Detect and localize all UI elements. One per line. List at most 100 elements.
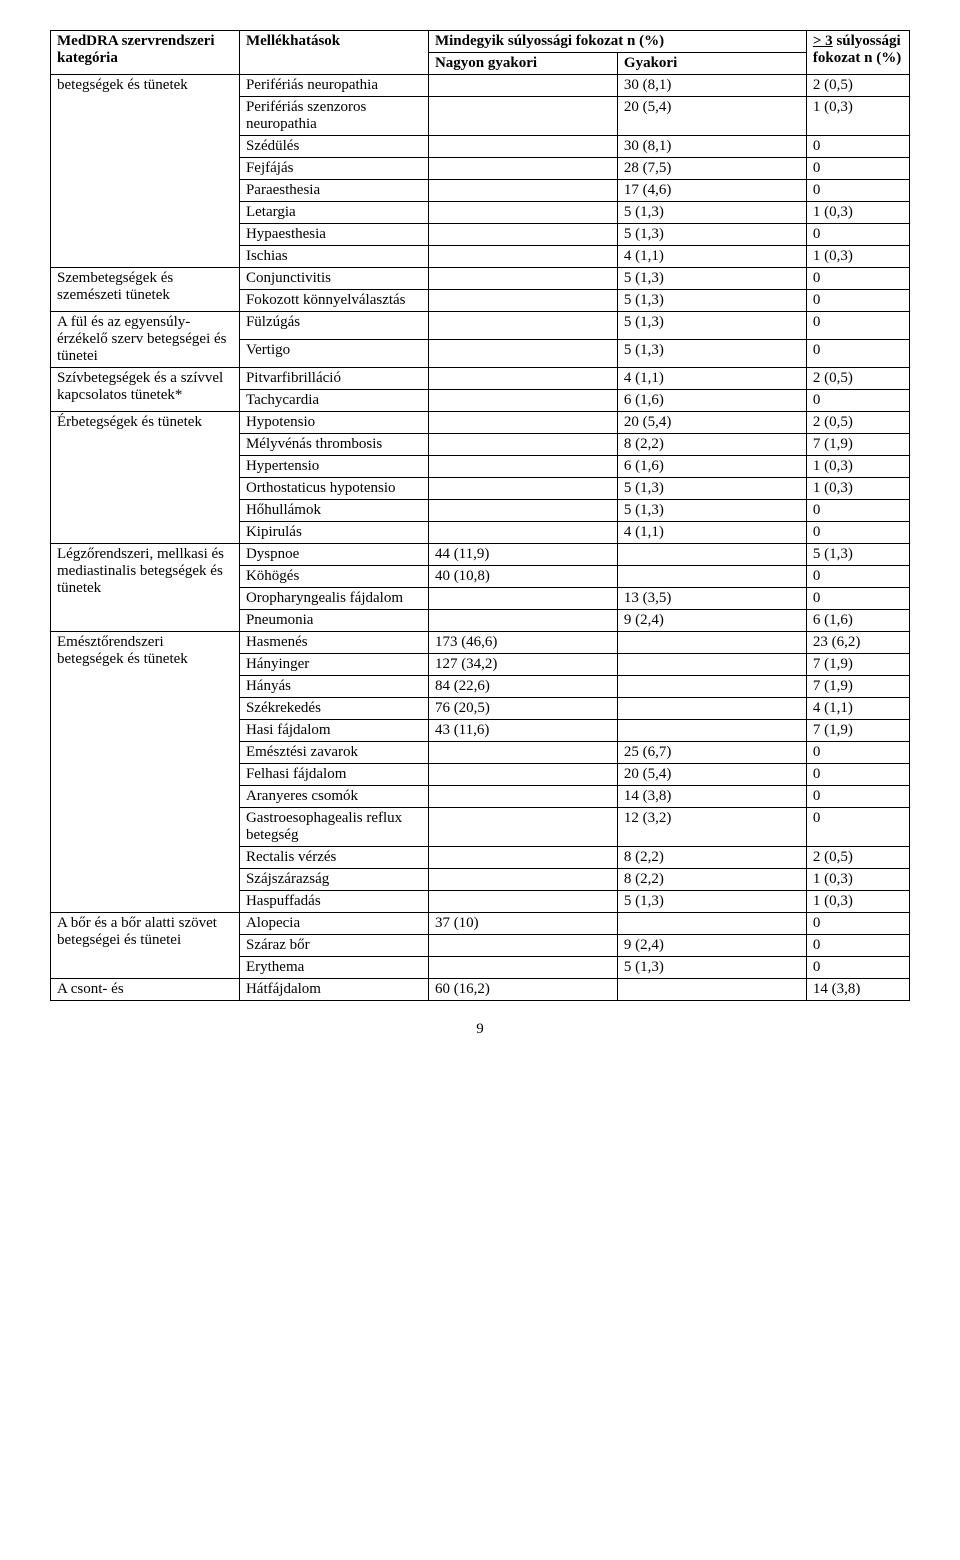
page-number: 9 <box>50 1021 910 1038</box>
very-frequent-cell: 76 (20,5) <box>428 698 617 720</box>
very-frequent-cell <box>428 478 617 500</box>
frequent-cell <box>617 566 806 588</box>
severity-cell: 1 (0,3) <box>806 478 909 500</box>
very-frequent-cell <box>428 847 617 869</box>
very-frequent-cell <box>428 869 617 891</box>
severity-cell: 0 <box>806 180 909 202</box>
effect-cell: Vertigo <box>239 340 428 368</box>
very-frequent-cell: 173 (46,6) <box>428 632 617 654</box>
severity-cell: 6 (1,6) <box>806 610 909 632</box>
effect-cell: Kipirulás <box>239 522 428 544</box>
very-frequent-cell <box>428 456 617 478</box>
very-frequent-cell <box>428 180 617 202</box>
effect-cell: Köhögés <box>239 566 428 588</box>
effect-cell: Aranyeres csomók <box>239 786 428 808</box>
very-frequent-cell <box>428 290 617 312</box>
effect-cell: Rectalis vérzés <box>239 847 428 869</box>
frequent-cell: 4 (1,1) <box>617 246 806 268</box>
very-frequent-cell: 84 (22,6) <box>428 676 617 698</box>
effect-cell: Székrekedés <box>239 698 428 720</box>
frequent-cell: 8 (2,2) <box>617 434 806 456</box>
frequent-cell: 25 (6,7) <box>617 742 806 764</box>
effect-cell: Szédülés <box>239 136 428 158</box>
table-row: Emésztőrendszeri betegségek és tünetekHa… <box>51 632 910 654</box>
effect-cell: Hasmenés <box>239 632 428 654</box>
frequent-cell: 30 (8,1) <box>617 136 806 158</box>
effect-cell: Hátfájdalom <box>239 979 428 1001</box>
effect-cell: Szájszárazság <box>239 869 428 891</box>
severity-cell: 0 <box>806 588 909 610</box>
frequent-cell: 5 (1,3) <box>617 224 806 246</box>
severity-cell: 0 <box>806 566 909 588</box>
frequent-cell: 13 (3,5) <box>617 588 806 610</box>
severity-cell: 4 (1,1) <box>806 698 909 720</box>
severity-cell: 0 <box>806 935 909 957</box>
frequent-cell: 20 (5,4) <box>617 97 806 136</box>
severity-cell: 7 (1,9) <box>806 434 909 456</box>
frequent-cell: 12 (3,2) <box>617 808 806 847</box>
frequent-cell: 5 (1,3) <box>617 268 806 290</box>
very-frequent-cell <box>428 202 617 224</box>
frequent-cell: 9 (2,4) <box>617 935 806 957</box>
effect-cell: Perifériás szenzoros neuropathia <box>239 97 428 136</box>
effect-cell: Paraesthesia <box>239 180 428 202</box>
table-row: betegségek és tünetekPerifériás neuropat… <box>51 75 910 97</box>
frequent-cell: 5 (1,3) <box>617 290 806 312</box>
very-frequent-cell <box>428 522 617 544</box>
very-frequent-cell <box>428 434 617 456</box>
severity-cell: 0 <box>806 913 909 935</box>
frequent-cell: 4 (1,1) <box>617 368 806 390</box>
header-severity: > 3 súlyossági fokozat n (%) <box>806 31 909 75</box>
very-frequent-cell <box>428 935 617 957</box>
frequent-cell <box>617 654 806 676</box>
header-category: MedDRA szervrendszeri kategória <box>51 31 240 75</box>
severity-cell: 7 (1,9) <box>806 720 909 742</box>
severity-cell: 0 <box>806 764 909 786</box>
very-frequent-cell: 44 (11,9) <box>428 544 617 566</box>
frequent-cell <box>617 979 806 1001</box>
very-frequent-cell <box>428 891 617 913</box>
frequent-cell: 5 (1,3) <box>617 891 806 913</box>
very-frequent-cell <box>428 158 617 180</box>
frequent-cell: 5 (1,3) <box>617 340 806 368</box>
header-all-grades: Mindegyik súlyossági fokozat n (%) <box>428 31 806 53</box>
effect-cell: Gastroesophagealis reflux betegség <box>239 808 428 847</box>
severity-cell: 1 (0,3) <box>806 869 909 891</box>
header-very-frequent: Nagyon gyakori <box>428 53 617 75</box>
severity-cell: 0 <box>806 957 909 979</box>
header-frequent: Gyakori <box>617 53 806 75</box>
frequent-cell <box>617 632 806 654</box>
frequent-cell: 6 (1,6) <box>617 390 806 412</box>
frequent-cell: 5 (1,3) <box>617 500 806 522</box>
category-cell: Szívbetegségek és a szívvel kapcsolatos … <box>51 368 240 412</box>
very-frequent-cell <box>428 808 617 847</box>
effect-cell: Hányinger <box>239 654 428 676</box>
effect-cell: Hasi fájdalom <box>239 720 428 742</box>
adverse-events-table: MedDRA szervrendszeri kategória Mellékha… <box>50 30 910 1001</box>
severity-cell: 0 <box>806 136 909 158</box>
severity-cell: 0 <box>806 158 909 180</box>
frequent-cell: 4 (1,1) <box>617 522 806 544</box>
effect-cell: Pitvarfibrilláció <box>239 368 428 390</box>
frequent-cell <box>617 698 806 720</box>
severity-cell: 1 (0,3) <box>806 891 909 913</box>
very-frequent-cell <box>428 742 617 764</box>
frequent-cell: 8 (2,2) <box>617 869 806 891</box>
very-frequent-cell <box>428 390 617 412</box>
very-frequent-cell <box>428 312 617 340</box>
severity-cell: 0 <box>806 268 909 290</box>
severity-cell: 23 (6,2) <box>806 632 909 654</box>
frequent-cell: 5 (1,3) <box>617 202 806 224</box>
severity-cell: 1 (0,3) <box>806 97 909 136</box>
very-frequent-cell <box>428 75 617 97</box>
effect-cell: Felhasi fájdalom <box>239 764 428 786</box>
severity-cell: 0 <box>806 808 909 847</box>
very-frequent-cell: 60 (16,2) <box>428 979 617 1001</box>
severity-cell: 1 (0,3) <box>806 456 909 478</box>
frequent-cell: 17 (4,6) <box>617 180 806 202</box>
very-frequent-cell <box>428 957 617 979</box>
severity-cell: 0 <box>806 742 909 764</box>
severity-cell: 0 <box>806 786 909 808</box>
effect-cell: Letargia <box>239 202 428 224</box>
effect-cell: Fülzúgás <box>239 312 428 340</box>
